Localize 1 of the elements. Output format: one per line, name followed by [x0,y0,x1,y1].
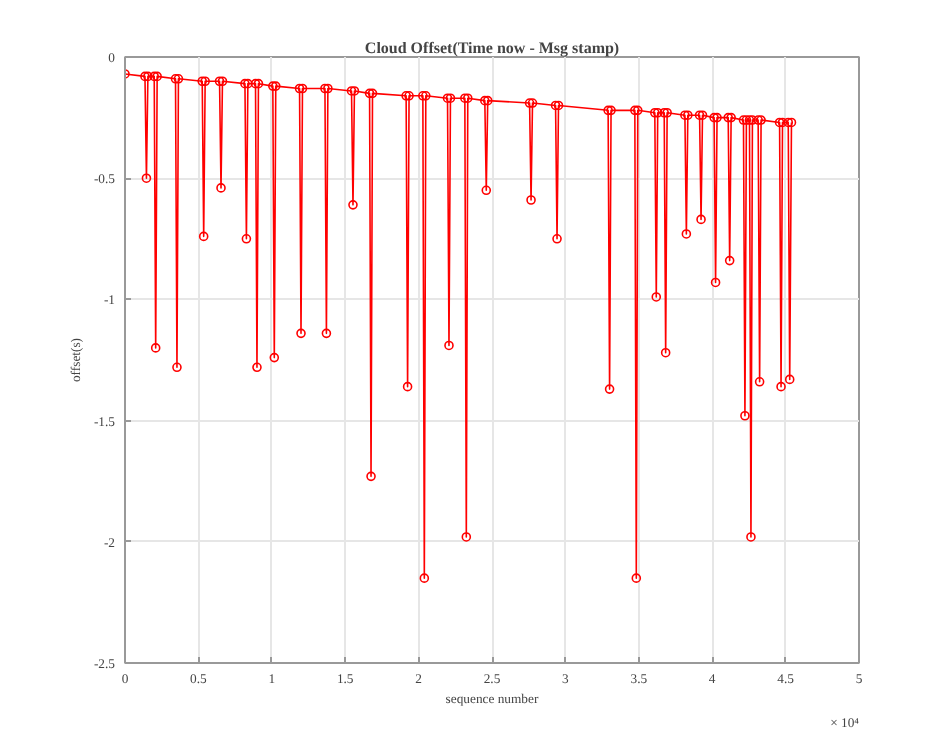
chart-title: Cloud Offset(Time now - Msg stamp) [364,39,620,57]
